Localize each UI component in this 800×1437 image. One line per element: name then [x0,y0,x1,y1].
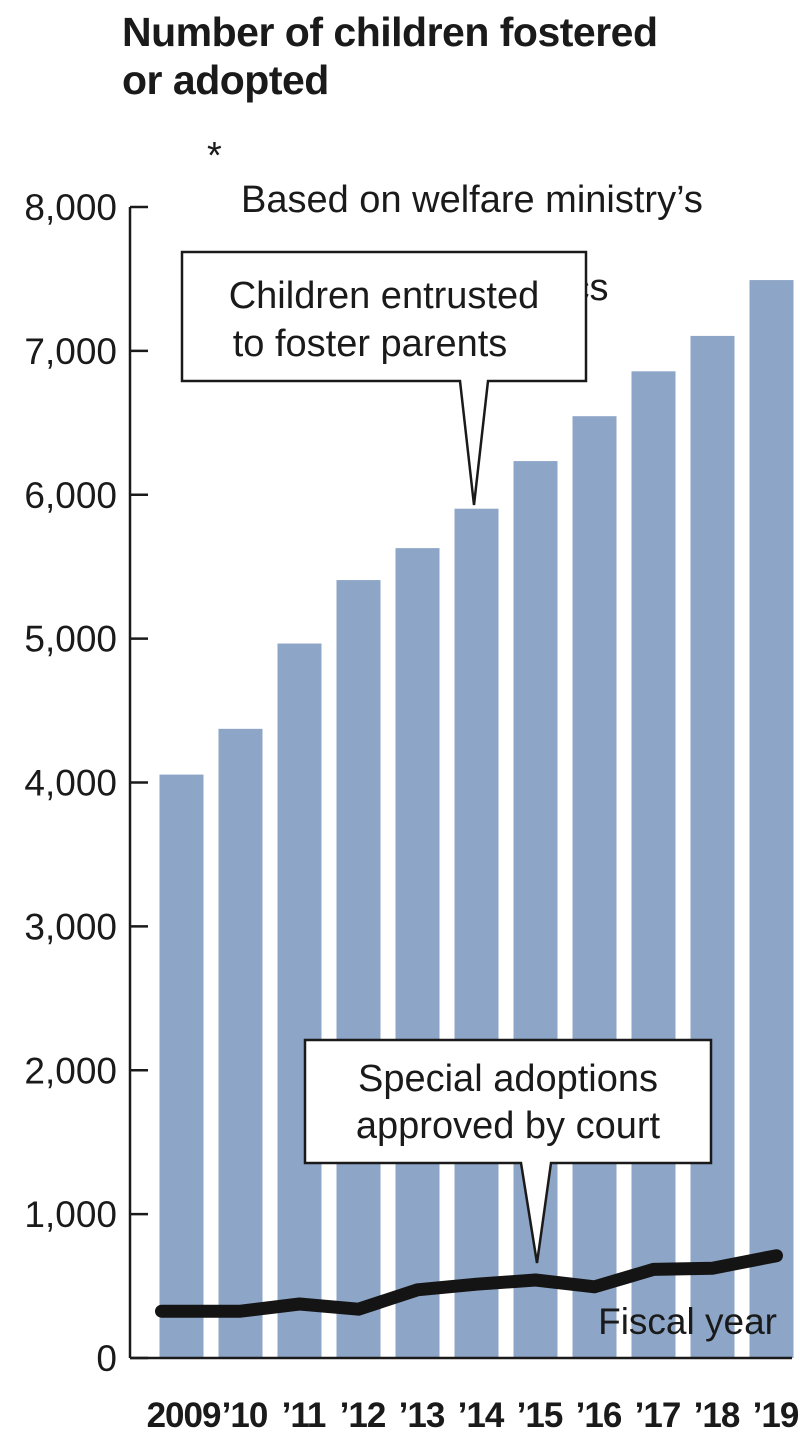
x-tick-label-11: ’11 [282,1396,326,1435]
x-axis-labels: 2009’10 ’11 ’12 ’13 ’14 ’15 ’16 ’17 ’18 ’19 [147,1396,800,1435]
bar-18 [690,335,735,1358]
chart-title-line-1: Number of children fostered [122,9,658,55]
x-tick-label-12: ’12 [340,1396,386,1435]
y-tick-label-8000: 8,000 [24,187,117,228]
bar-11 [277,643,322,1358]
x-tick-label-18: ’18 [694,1396,740,1435]
x-tick-label-2009: 2009 [147,1396,221,1435]
y-tick-label-2000: 2,000 [24,1050,117,1091]
x-tick-label-13: ’13 [399,1396,445,1435]
bar-13 [395,548,440,1358]
y-tick-label-4000: 4,000 [24,763,117,804]
bar-19 [749,280,794,1358]
chart-title-line-2: or adopted [122,57,329,103]
x-tick-label-19: ’19 [753,1396,799,1435]
special-adoptions-line [155,1249,783,1318]
callout-adoptions: Special adoptions approved by court [303,1038,713,1264]
x-tick-label-14: ’14 [458,1396,505,1435]
y-axis: 0 1,000 2,000 3,000 4,000 5,000 6,000 7,000 8,00… [24,187,792,1379]
callout-foster-line-1: Children entrusted [229,275,540,317]
callout-foster-line-2: to foster parents [233,323,508,365]
y-tick-label-1000: 1,000 [24,1194,117,1235]
y-tick-label-6000: 6,000 [24,475,117,516]
bar-14 [454,508,499,1358]
bar-series [159,280,794,1359]
note-asterisk: * [207,135,222,177]
x-tick-label-17: ’17 [635,1396,681,1435]
callout-adoptions-line-1: Special adoptions [358,1058,658,1100]
bar-2009 [159,774,204,1358]
y-tick-label-7000: 7,000 [24,331,117,372]
bar-16 [572,416,617,1359]
y-tick-label-5000: 5,000 [24,619,117,660]
callout-foster-box [180,250,588,506]
callout-adoptions-line-2: approved by court [356,1105,661,1147]
chart-title: Number of children fostered or adopted [122,8,792,104]
callout-adoptions-box [303,1038,713,1264]
x-axis-title: Fiscal year [598,1301,777,1342]
bar-12 [336,580,381,1358]
x-tick-label-10: ’10 [222,1396,268,1435]
y-tick-label-0: 0 [96,1338,117,1379]
x-tick-label-16: ’16 [576,1396,622,1435]
x-tick-label-15: ’15 [517,1396,563,1435]
callout-foster: Children entrusted to foster parents [180,250,588,506]
bar-17 [631,371,676,1358]
y-tick-label-3000: 3,000 [24,906,117,947]
note-line-1: Based on welfare ministry’s [241,179,703,221]
bar-10 [218,728,263,1358]
